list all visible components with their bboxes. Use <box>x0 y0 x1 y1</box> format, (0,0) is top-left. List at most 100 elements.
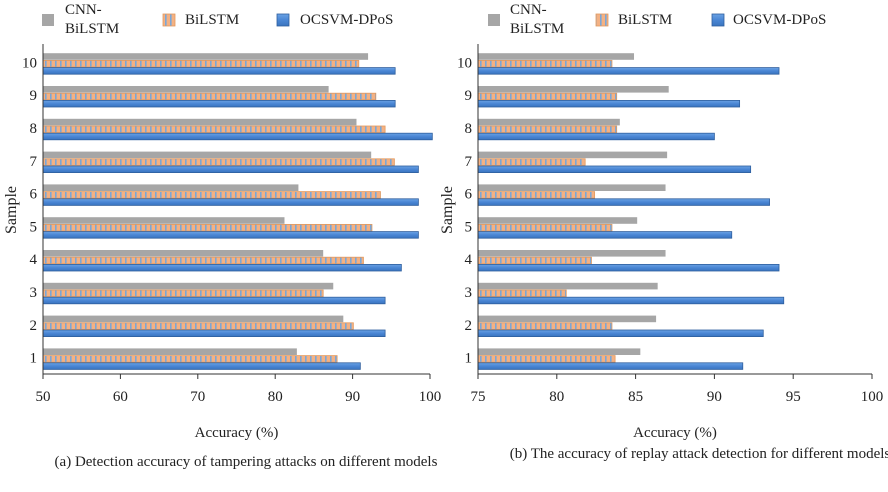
y-tick-label: 9 <box>465 88 473 104</box>
bilstm-bar <box>477 289 567 297</box>
x-tick-label: 70 <box>190 389 205 405</box>
ocsvm-bar <box>477 198 770 206</box>
y-tick-label: 7 <box>465 154 473 170</box>
y-axis-title: Sample <box>3 186 20 234</box>
cnn-bar <box>43 250 324 257</box>
ocsvm-bar <box>477 329 764 337</box>
cnn-bar <box>43 184 299 191</box>
cnn-bar <box>43 151 372 159</box>
bilstm-bar <box>42 256 364 265</box>
cnn-bar <box>478 217 638 224</box>
ocsvm-bar <box>477 362 744 370</box>
cnn-bar <box>478 86 669 93</box>
ocsvm-bar <box>42 329 386 337</box>
x-tick-label: 75 <box>471 389 486 405</box>
y-tick-label: 1 <box>30 351 38 367</box>
ocsvm-bar <box>42 296 386 305</box>
bilstm-bar <box>477 256 592 265</box>
bilstm-bar <box>42 289 324 297</box>
bilstm-bar <box>477 191 596 199</box>
cnn-bar <box>478 53 635 60</box>
x-tick-label: 95 <box>786 389 801 405</box>
cnn-bar <box>478 184 666 191</box>
y-tick-label: 4 <box>465 252 473 268</box>
y-tick-label: 2 <box>30 318 38 334</box>
cnn-bar <box>478 315 657 323</box>
bilstm-bar <box>42 92 377 101</box>
x-tick-label: 90 <box>345 389 360 405</box>
legend-a: CNN- BiLSTM BiLSTM OCSVM-DPoS <box>42 2 393 37</box>
cnn-bar <box>478 151 668 159</box>
legend-ocsvm-label: OCSVM-DPoS <box>733 12 826 28</box>
y-tick-label: 9 <box>30 88 38 104</box>
legend-cnn-swatch <box>488 14 500 26</box>
y-tick-label: 1 <box>465 351 473 367</box>
ocsvm-bar <box>42 165 419 173</box>
x-axis-title: Accuracy (%) <box>195 425 279 441</box>
ocsvm-bar <box>477 231 733 239</box>
ocsvm-bar <box>42 263 402 272</box>
bilstm-bar <box>477 125 618 133</box>
legend-cnn-label: CNN- BiLSTM <box>510 2 564 37</box>
cnn-bar <box>478 250 666 257</box>
caption-b: (b) The accuracy of replay attack detect… <box>509 446 888 462</box>
bilstm-bar <box>477 355 616 363</box>
bilstm-bar <box>477 60 613 68</box>
ocsvm-bar <box>42 198 419 206</box>
cnn-bar <box>43 315 344 323</box>
y-tick-label: 2 <box>465 318 473 334</box>
y-tick-label: 4 <box>30 252 38 268</box>
bilstm-bar <box>477 223 613 232</box>
cnn-bar <box>43 217 285 224</box>
x-tick-label: 60 <box>113 389 128 405</box>
legend-cnn-swatch <box>42 14 54 26</box>
bilstm-bar <box>42 322 354 330</box>
legend-bilstm-swatch <box>595 13 609 27</box>
ocsvm-bar <box>42 100 396 108</box>
cnn-bar <box>43 118 357 126</box>
ocsvm-bar <box>42 362 361 370</box>
y-tick-label: 10 <box>22 55 37 71</box>
ocsvm-bar <box>477 296 785 305</box>
legend-bilstm-swatch <box>162 13 176 27</box>
cnn-bar <box>43 53 369 60</box>
y-tick-label: 10 <box>457 55 472 71</box>
x-tick-label: 100 <box>861 389 884 405</box>
cnn-bar <box>478 118 620 126</box>
y-tick-label: 6 <box>465 187 473 203</box>
legend-bilstm-label: BiLSTM <box>185 12 239 28</box>
bilstm-bar <box>477 322 613 330</box>
cnn-bar <box>478 348 641 355</box>
x-tick-label: 100 <box>419 389 442 405</box>
bilstm-bar <box>477 158 586 166</box>
caption-a: (a) Detection accuracy of tampering atta… <box>54 454 438 470</box>
y-tick-label: 6 <box>30 187 38 203</box>
x-tick-label: 80 <box>268 389 283 405</box>
bilstm-bar <box>42 223 373 232</box>
y-tick-label: 7 <box>30 154 38 170</box>
cnn-bar <box>43 348 297 355</box>
cnn-bar <box>478 282 658 290</box>
y-axis-title: Sample <box>439 186 456 234</box>
ocsvm-bar <box>477 132 715 141</box>
ocsvm-bar <box>477 165 752 173</box>
ocsvm-bar <box>42 231 419 239</box>
x-tick-label: 85 <box>628 389 643 405</box>
legend-ocsvm-label: OCSVM-DPoS <box>300 12 393 28</box>
y-tick-label: 5 <box>30 219 38 235</box>
x-tick-label: 80 <box>549 389 564 405</box>
legend-bilstm-label: BiLSTM <box>618 12 672 28</box>
legend-ocsvm-swatch <box>276 13 290 27</box>
bilstm-bar <box>42 60 360 68</box>
bilstm-bar <box>42 125 386 133</box>
legend-b: CNN- BiLSTM BiLSTM OCSVM-DPoS <box>488 2 826 37</box>
cnn-bar <box>43 86 329 93</box>
bilstm-bar <box>42 355 338 363</box>
y-tick-label: 5 <box>465 219 473 235</box>
bilstm-bar <box>42 158 395 166</box>
y-tick-label: 3 <box>30 285 38 301</box>
ocsvm-bar <box>42 132 433 141</box>
bilstm-bar <box>477 92 618 101</box>
cnn-bar <box>43 282 334 290</box>
